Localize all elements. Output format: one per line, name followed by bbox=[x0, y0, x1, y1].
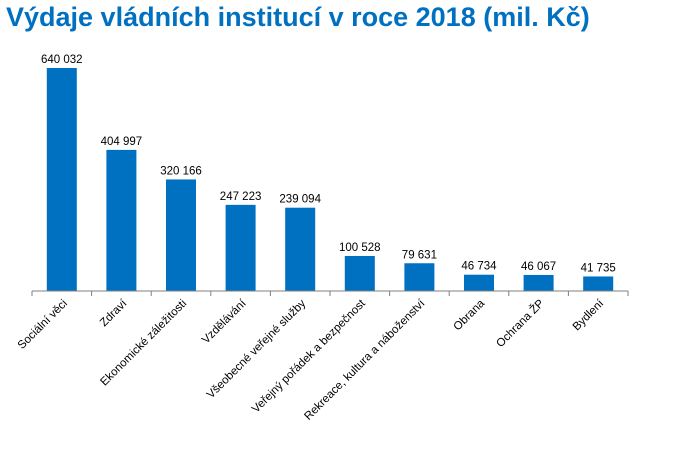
category-label: Ochrana ŽP bbox=[494, 297, 547, 350]
category-label: Všeobecné veřejné služby bbox=[205, 297, 309, 401]
bar bbox=[523, 274, 554, 291]
category-label: Obrana bbox=[452, 297, 488, 333]
bar-value-label: 247 223 bbox=[220, 191, 262, 203]
bar bbox=[464, 274, 494, 291]
bar-value-label: 239 094 bbox=[279, 194, 321, 206]
bar-value-label: 46 067 bbox=[521, 261, 556, 273]
category-label: Bydlení bbox=[571, 297, 607, 333]
bar bbox=[404, 263, 435, 291]
bar-value-label: 41 735 bbox=[581, 262, 616, 274]
bar-value-label: 100 528 bbox=[339, 242, 381, 254]
bar-value-label: 320 166 bbox=[160, 165, 202, 177]
bar bbox=[344, 255, 375, 291]
x-axis bbox=[31, 290, 629, 296]
chart-title: Výdaje vládních institucí v roce 2018 (m… bbox=[6, 2, 590, 32]
bar bbox=[583, 276, 614, 291]
bar-value-label: 46 734 bbox=[461, 261, 497, 273]
bar-value-label: 404 997 bbox=[101, 136, 143, 148]
bar bbox=[46, 68, 77, 291]
bars-group bbox=[46, 68, 614, 291]
bar-value-label: 79 631 bbox=[402, 249, 437, 261]
category-label: Zdraví bbox=[98, 297, 130, 329]
category-label: Rekreace, kultura a náboženství bbox=[302, 297, 428, 423]
bar bbox=[166, 179, 196, 291]
bar bbox=[225, 204, 256, 291]
value-labels-group: 640 032 404 997 320 166 247 223 239 094 100 5… bbox=[41, 54, 616, 274]
category-label: Vzdělávání bbox=[200, 297, 249, 346]
bar-value-label: 640 032 bbox=[41, 54, 83, 66]
bar bbox=[285, 207, 316, 291]
category-label: Sociální věci bbox=[16, 298, 70, 352]
category-label: Veřejný pořádek a bezpečnost bbox=[250, 297, 368, 415]
bar bbox=[106, 149, 137, 291]
